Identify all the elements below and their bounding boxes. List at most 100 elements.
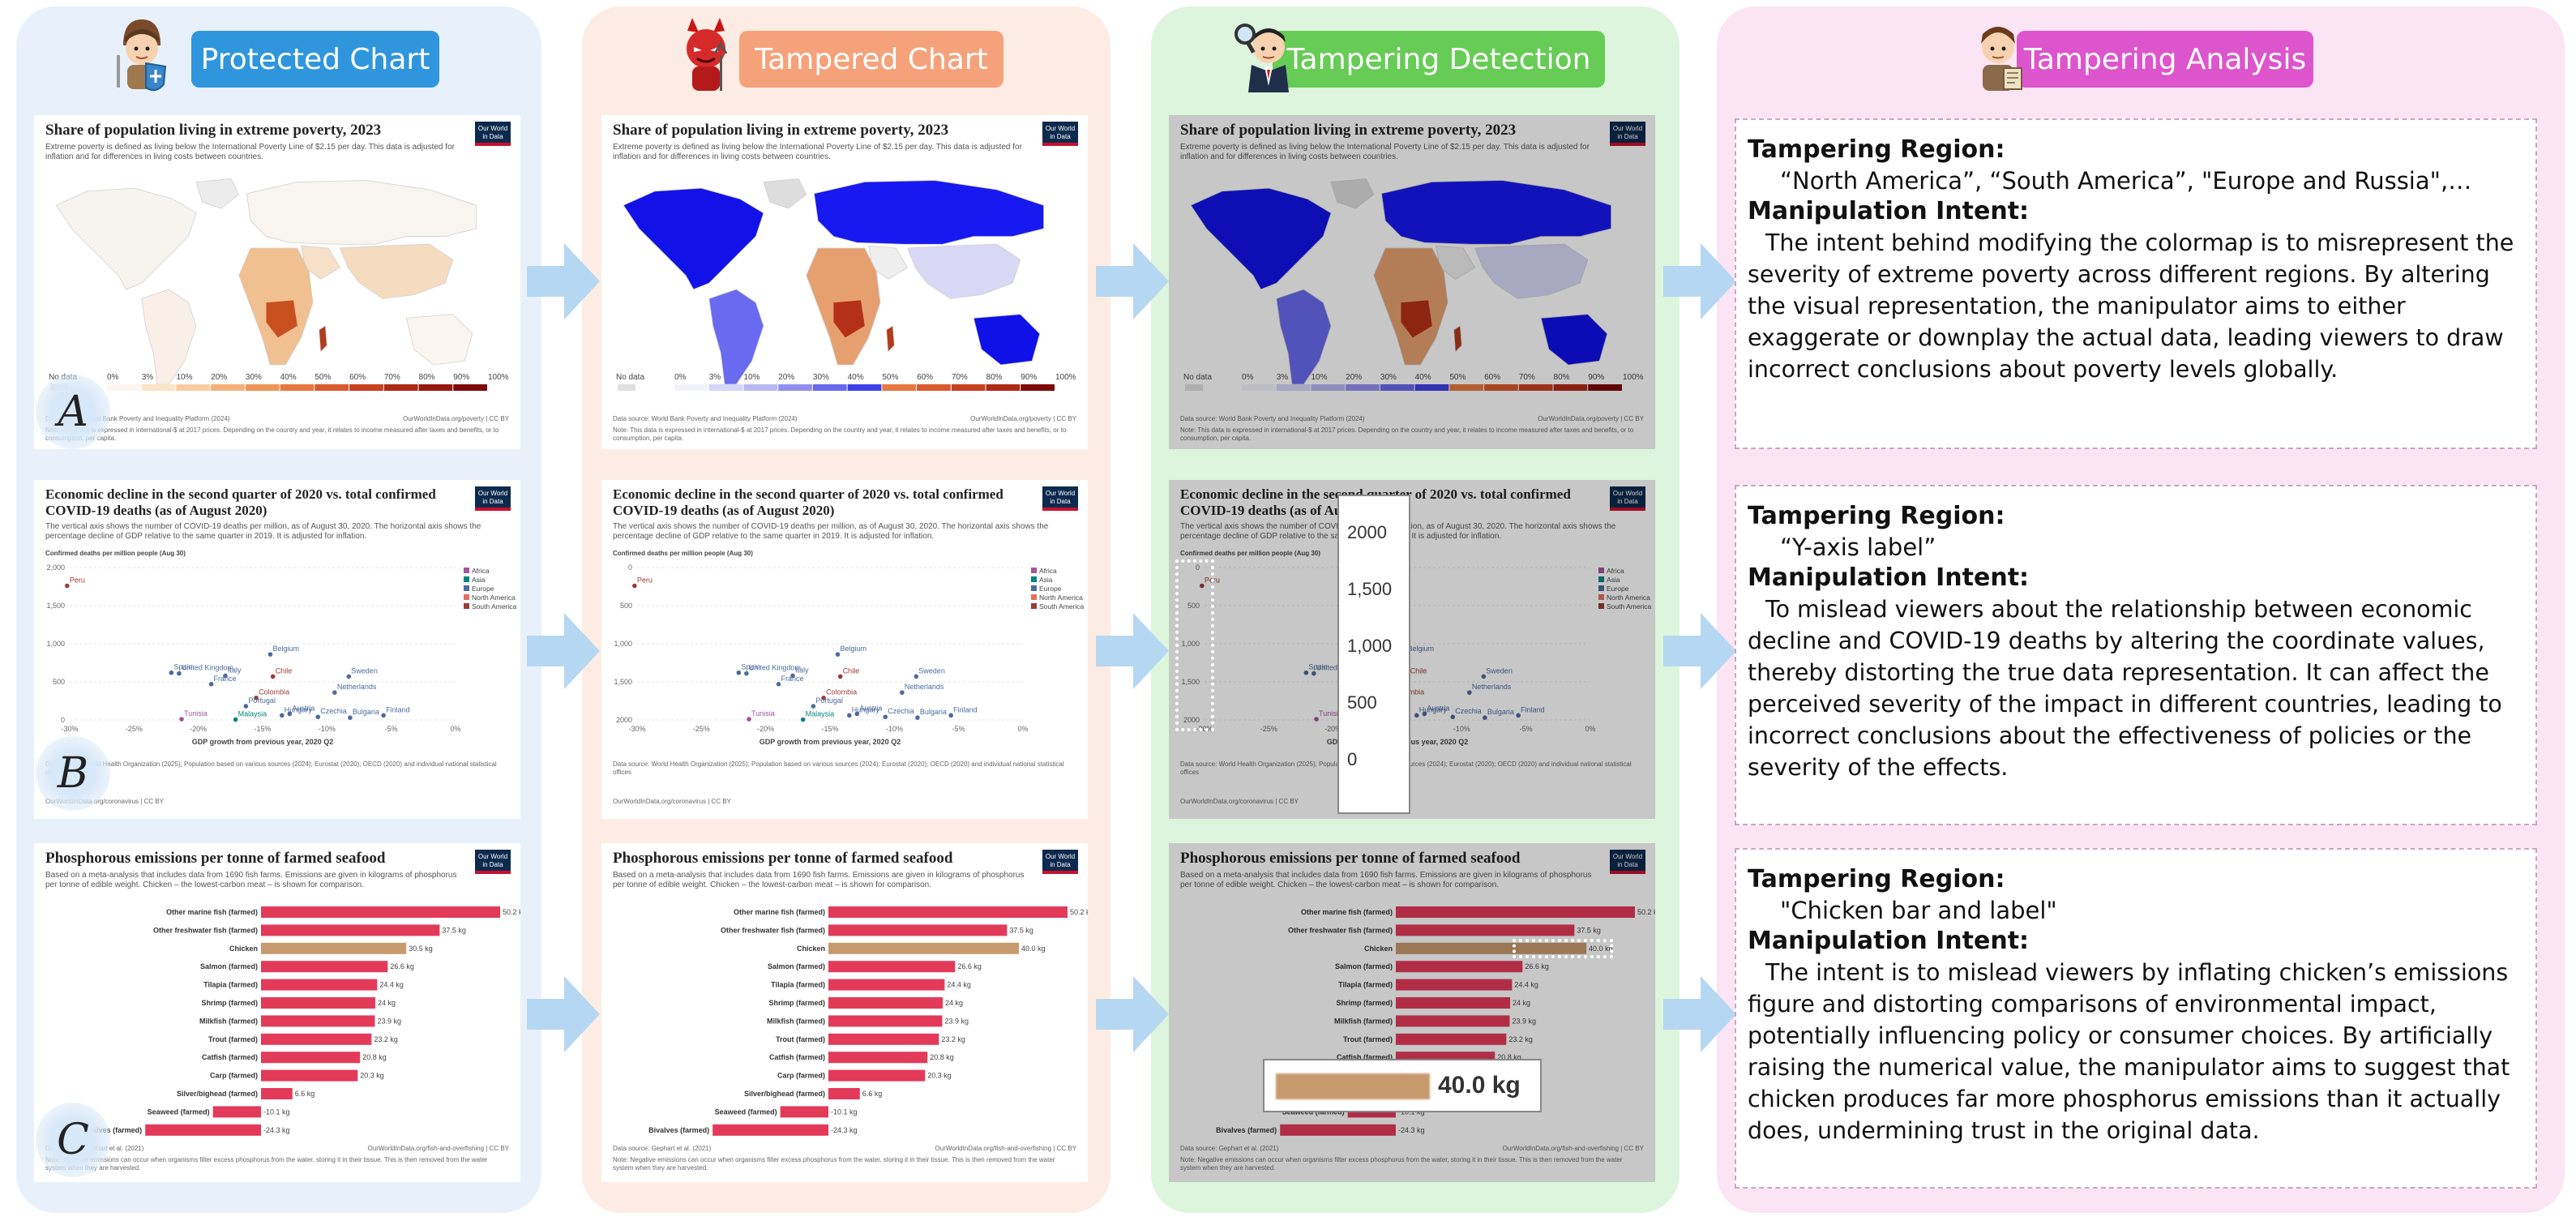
x-tick-label: -5% xyxy=(385,725,398,733)
scatter-point xyxy=(821,695,826,700)
legend-label: Africa xyxy=(472,567,490,575)
legend-label: Europe xyxy=(1039,585,1062,593)
x-tick-label: -20% xyxy=(757,725,774,733)
bar-value-label: 50.2 kg xyxy=(503,908,520,916)
bar xyxy=(261,1015,375,1027)
map-region-north-america xyxy=(623,187,764,290)
legend-label: 70% xyxy=(384,373,400,382)
bar-chart: Other marine fish (farmed) 50.2 kg Other f… xyxy=(648,906,1088,1136)
owid-logo: Our World in Data xyxy=(475,486,511,511)
zoomed-y-tick: 1,500 xyxy=(1347,579,1393,599)
arrow-c2-icon xyxy=(1096,976,1169,1052)
bar-category-label: Trout (farmed) xyxy=(1343,1035,1393,1043)
point-label: Finland xyxy=(386,705,410,713)
legend-label: 10% xyxy=(176,373,192,382)
chart-source: Data source: World Health Organization (… xyxy=(1180,760,1632,776)
scatter-point xyxy=(348,715,353,720)
point-label: Malaysia xyxy=(238,710,267,718)
scatter-point xyxy=(915,715,920,720)
bar-category-label: Chicken xyxy=(797,945,825,953)
bar-chart: Other marine fish (farmed) 50.2 kg Other f… xyxy=(81,906,520,1136)
x-tick-label: -15% xyxy=(254,725,271,733)
y-tick-label: 0 xyxy=(61,716,65,724)
point-label: France xyxy=(781,675,804,683)
owid-logo: Our World in Data xyxy=(1610,486,1645,511)
bar xyxy=(261,1069,358,1082)
y-tick-label: 2,000 xyxy=(46,563,65,572)
legend-label: North America xyxy=(1039,593,1083,602)
legend-swatch xyxy=(1031,585,1037,591)
x-tick-label: -15% xyxy=(821,725,838,733)
bar-value-label: 20.8 kg xyxy=(1497,1053,1521,1061)
world-map: No data 0% 3% 10% 20% 30% 40% 50% 60% 70% 80% 90% 10… xyxy=(616,178,1076,391)
scatter-point xyxy=(315,714,321,720)
bar-value-label: 50.2 kg xyxy=(1070,908,1088,916)
bar-value-label: -10.1 kg xyxy=(1398,1107,1425,1116)
chart-note: Note: This data is expressed in internat… xyxy=(1180,426,1634,442)
bar xyxy=(261,1052,361,1064)
chicken-highlight xyxy=(1513,939,1613,958)
header-detection: Tampering Detection xyxy=(1273,31,1605,88)
bar xyxy=(1396,961,1523,973)
bar-value-label: 24 kg xyxy=(1513,999,1530,1007)
legend-label: 60% xyxy=(349,373,366,382)
legend-swatch xyxy=(1031,576,1037,582)
legend-swatch xyxy=(1031,568,1037,573)
legend-swatch xyxy=(464,568,469,573)
bar-value-label: 24.4 kg xyxy=(1514,981,1538,989)
legend-label: 3% xyxy=(709,373,721,382)
legend-swatch xyxy=(1021,384,1055,391)
bar-category-label: Milkfish (farmed) xyxy=(1334,1017,1393,1025)
point-label: Netherlands xyxy=(905,683,944,691)
scatter-point xyxy=(208,682,214,687)
bar-value-label: -10.1 kg xyxy=(263,1107,290,1116)
map-region-greenland xyxy=(1330,178,1375,209)
y-axis-zoom-box: 2000 1,500 1,000 500 0 xyxy=(1337,495,1410,814)
row-letter-c: C xyxy=(36,1103,110,1177)
point-label: Chile xyxy=(276,666,293,675)
bar-category-label: Bivalves (farmed) xyxy=(648,1126,709,1134)
scatter-point xyxy=(1314,717,1319,722)
owid-logo: Our World in Data xyxy=(475,850,511,874)
legend-label: South America xyxy=(1039,602,1085,610)
bar xyxy=(261,961,388,973)
scatter-point xyxy=(169,670,174,675)
x-tick-label: 0% xyxy=(1017,725,1028,733)
bar-value-label: 6.6 kg xyxy=(295,1090,315,1098)
legend-label: 70% xyxy=(952,373,968,382)
point-label: Czechia xyxy=(320,707,347,715)
scatter-point xyxy=(747,717,751,722)
detective-avatar-icon xyxy=(1235,24,1289,92)
legend-label: 40% xyxy=(280,373,297,382)
legend-swatch xyxy=(1598,603,1604,609)
manipulation-intent-label: Manipulation Intent: xyxy=(1748,927,2030,955)
row-letter-b: B xyxy=(36,736,110,811)
point-label: Colombia xyxy=(826,688,857,696)
chart-title: Phosphorous emissions per tonne of farme… xyxy=(613,850,953,867)
legend-label: 50% xyxy=(1449,373,1466,382)
y-tick-label: 1,000 xyxy=(1181,640,1200,648)
bar-category-label: Milkfish (farmed) xyxy=(767,1017,825,1025)
manipulation-intent-text: The intent is to mislead viewers by infl… xyxy=(1748,959,2510,1144)
bar-category-label: Tilapia (farmed) xyxy=(771,981,825,989)
map-region-australia xyxy=(1540,314,1608,366)
point-label: Portugal xyxy=(815,696,843,705)
bar xyxy=(212,1106,261,1118)
bar-value-label: 37.5 kg xyxy=(442,926,466,934)
bar-value-label: 23.2 kg xyxy=(374,1035,398,1043)
map-region-central-africa xyxy=(1401,300,1432,338)
bar-category-label: Shrimp (farmed) xyxy=(201,999,258,1007)
point-label: Peru xyxy=(70,576,85,585)
legend-swatch xyxy=(464,585,469,591)
map-region-australia xyxy=(405,314,473,366)
legend-label: Asia xyxy=(1607,576,1620,584)
legend-swatch xyxy=(1449,384,1484,391)
bar-category-label: Other marine fish (farmed) xyxy=(734,908,825,916)
scatter-plot: 0 500 1,000 1,500 2,000 -30% -25% -20% -15% -10% -… xyxy=(46,563,516,746)
map-region-europe-russia xyxy=(246,180,477,245)
legend-swatch xyxy=(211,384,245,391)
bar xyxy=(828,1088,860,1099)
chart-title-line-2: COVID-19 deaths (as of August 2020) xyxy=(613,503,835,518)
arrow-c3-icon xyxy=(1663,976,1736,1052)
bar xyxy=(1396,997,1511,1009)
